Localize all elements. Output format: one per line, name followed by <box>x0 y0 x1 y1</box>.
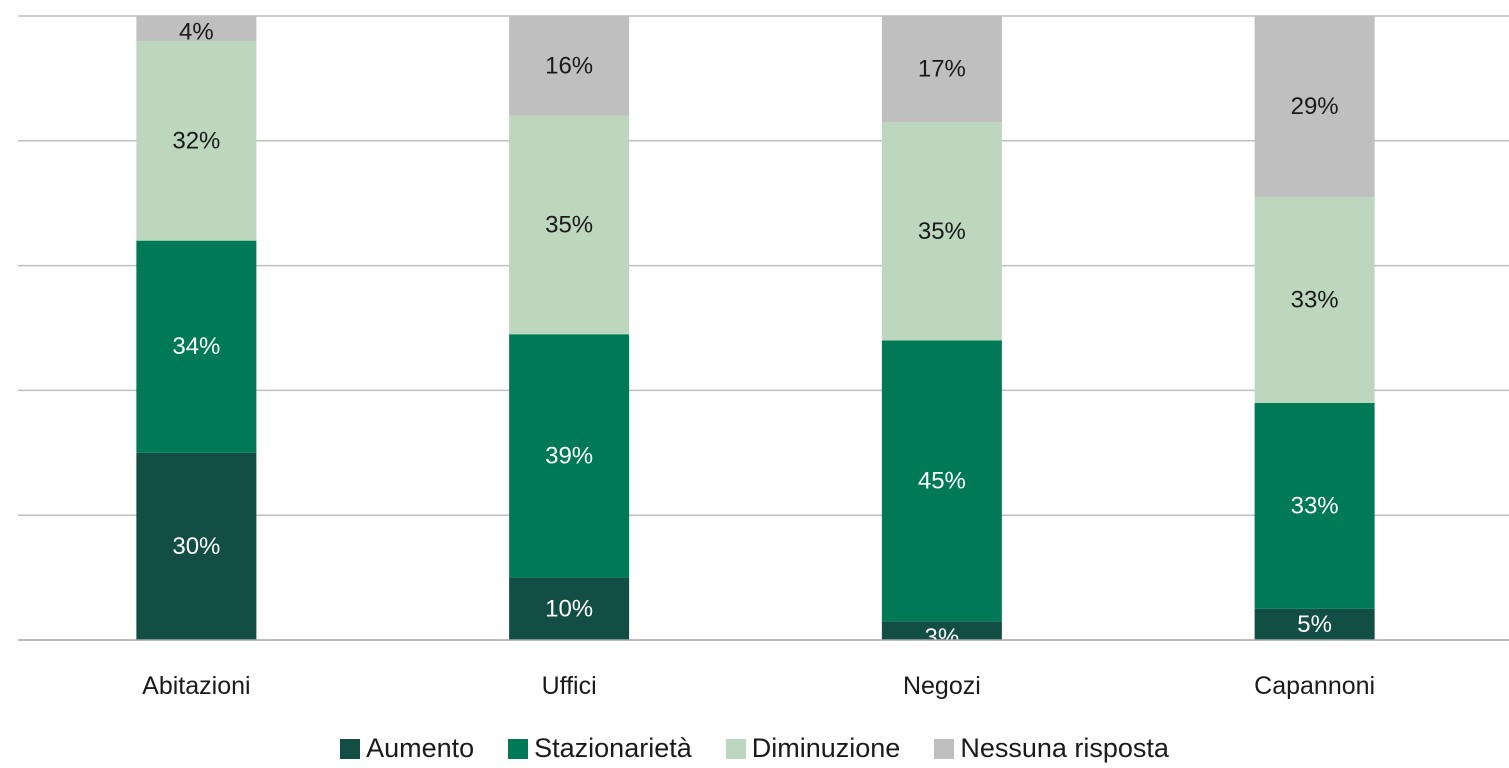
legend-item: Diminuzione <box>725 733 901 764</box>
legend-swatch <box>725 738 746 759</box>
data-label: 4% <box>179 19 214 46</box>
data-label: 33% <box>1291 492 1339 519</box>
bar-segment <box>136 452 257 640</box>
bar-segment <box>509 334 630 578</box>
data-label: 33% <box>1291 286 1339 313</box>
legend-label: Aumento <box>366 733 475 763</box>
data-label: 45% <box>918 467 966 494</box>
stacked-bar-chart: 30% 34% 32% 4% 10% 39% 35% 16% 3% 45% 35% 17% 5% 33% 3… <box>18 15 1509 700</box>
bars: 30% 34% 32% 4% 10% 39% 35% 16% 3% 45% 35% 17% 5% 33% 3… <box>136 16 1375 651</box>
data-label: 34% <box>172 333 220 360</box>
data-label: 5% <box>1297 611 1332 638</box>
bar-segment <box>509 577 630 640</box>
legend-swatch <box>340 738 361 759</box>
category-label: Uffici <box>542 672 597 700</box>
legend-swatch <box>508 738 529 759</box>
bar-segment <box>136 16 257 41</box>
bar-segment <box>881 621 1002 640</box>
legend-item: Nessuna risposta <box>934 733 1169 764</box>
data-label: 3% <box>925 624 960 651</box>
category-label: Abitazioni <box>142 672 250 700</box>
bar-segment <box>136 40 257 241</box>
legend-label: Nessuna risposta <box>960 733 1169 763</box>
legend-label: Stazionarietà <box>534 733 692 763</box>
bar-segment <box>509 115 630 335</box>
data-label: 39% <box>545 442 593 469</box>
legend: Aumento Stazionarietà Diminuzione Nessuna r… <box>0 733 1509 764</box>
category-labels: Abitazioni Uffici Negozi Capannoni <box>142 672 1375 700</box>
bar-segment <box>1254 196 1375 403</box>
legend-item: Aumento <box>340 733 474 764</box>
legend-label: Diminuzione <box>751 733 901 763</box>
data-label: 32% <box>172 127 220 154</box>
data-label: 35% <box>918 218 966 245</box>
data-label: 35% <box>545 212 593 239</box>
data-label: 29% <box>1291 93 1339 120</box>
bar-segment <box>136 240 257 453</box>
legend-swatch <box>934 738 955 759</box>
bar-segment <box>1254 608 1375 640</box>
bar-segment <box>1254 402 1375 609</box>
data-label: 30% <box>172 533 220 560</box>
bar-segment <box>509 16 630 116</box>
data-label: 16% <box>545 52 593 79</box>
category-label: Capannoni <box>1254 672 1375 700</box>
data-label: 17% <box>918 56 966 83</box>
bar-segment <box>1254 16 1375 197</box>
bar-segment <box>881 340 1002 622</box>
bar-segment <box>881 16 1002 123</box>
bar-segment <box>881 122 1002 341</box>
legend-item: Stazionarietà <box>508 733 692 764</box>
category-label: Negozi <box>903 672 981 700</box>
data-label: 10% <box>545 595 593 622</box>
